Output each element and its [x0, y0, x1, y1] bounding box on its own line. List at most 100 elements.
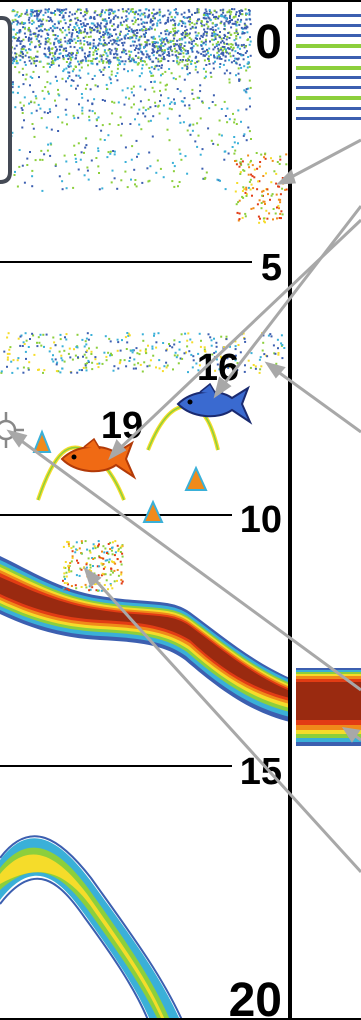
- sonar-pixel: [191, 40, 194, 43]
- sonar-pixel: [234, 340, 237, 343]
- sonar-pixel: [69, 65, 72, 68]
- sonar-pixel: [228, 59, 231, 62]
- sonar-pixel: [86, 166, 89, 169]
- sonar-pixel: [220, 52, 223, 55]
- sonar-pixel: [21, 345, 24, 347]
- sonar-pixel: [0, 371, 3, 374]
- sonar-pixel: [144, 35, 146, 38]
- sonar-pixel: [174, 78, 177, 81]
- sonar-pixel: [73, 46, 76, 49]
- sonar-pixel: [129, 349, 132, 352]
- fish-icon[interactable]: [176, 382, 253, 425]
- sonar-pixel: [66, 123, 68, 126]
- sonar-pixel: [258, 165, 261, 168]
- sonar-pixel: [38, 29, 41, 32]
- sonar-pixel: [240, 66, 243, 69]
- sonar-pixel: [59, 29, 62, 32]
- sonar-pixel: [29, 151, 31, 153]
- sonar-pixel: [29, 75, 32, 78]
- sonar-pixel: [65, 575, 68, 578]
- sonar-pixel: [229, 13, 232, 16]
- sonar-pixel: [198, 96, 201, 99]
- sonar-pixel: [115, 42, 118, 45]
- sonar-pixel: [125, 19, 128, 22]
- sonar-pixel: [116, 569, 119, 571]
- sonar-pixel: [150, 66, 153, 69]
- sonar-pixel: [218, 133, 221, 136]
- sonar-pixel: [84, 13, 87, 16]
- sonar-pixel: [210, 11, 213, 14]
- sonar-pixel: [172, 30, 175, 33]
- sonar-pixel: [242, 58, 245, 61]
- sonar-pixel: [89, 563, 92, 566]
- sonar-pixel: [126, 27, 129, 30]
- sonar-pixel: [64, 578, 66, 580]
- sonar-pixel: [59, 38, 62, 41]
- sonar-pixel: [135, 139, 138, 142]
- sonar-pixel: [234, 57, 237, 60]
- sonar-pixel: [198, 364, 201, 367]
- sonar-pixel: [140, 22, 143, 25]
- sonar-pixel: [242, 169, 245, 172]
- sonar-pixel: [84, 87, 87, 90]
- sonar-pixel: [114, 540, 117, 543]
- sonar-pixel: [18, 36, 21, 39]
- sonar-pixel: [205, 14, 208, 16]
- sonar-pixel: [146, 21, 148, 24]
- fish-icon[interactable]: [60, 437, 137, 480]
- sonar-pixel: [188, 350, 191, 353]
- sonar-pixel: [176, 354, 179, 357]
- sonar-pixel: [243, 370, 246, 373]
- sonar-pixel: [230, 363, 233, 366]
- sonar-pixel: [135, 61, 138, 64]
- sonar-pixel: [202, 32, 205, 35]
- sonar-pixel: [147, 98, 150, 101]
- sonar-pixel: [40, 23, 43, 26]
- sonar-pixel: [172, 34, 175, 37]
- sonar-pixel: [159, 47, 162, 50]
- sonar-pixel: [173, 37, 176, 40]
- sonar-pixel: [12, 59, 15, 61]
- weed-clutter: [62, 540, 124, 592]
- sonar-pixel: [97, 147, 100, 150]
- sonar-pixel: [173, 98, 175, 101]
- sonar-pixel: [101, 550, 103, 553]
- sonar-pixel: [197, 51, 200, 54]
- sonar-pixel: [236, 362, 239, 365]
- sonar-pixel: [99, 39, 102, 42]
- sonar-pixel: [251, 164, 254, 167]
- sonar-pixel: [91, 103, 94, 106]
- sonar-pixel: [84, 340, 87, 343]
- sonar-pixel: [246, 31, 249, 34]
- sonar-pixel: [140, 60, 143, 63]
- sonar-pixel: [275, 182, 278, 185]
- sonar-pixel: [81, 96, 84, 99]
- sonar-pixel: [192, 45, 195, 48]
- sonar-pixel: [29, 43, 31, 46]
- sonar-pixel: [175, 31, 178, 34]
- sonar-pixel: [14, 170, 16, 173]
- sonar-pixel: [97, 48, 100, 51]
- sonar-pixel: [74, 17, 77, 20]
- sonar-pixel: [53, 26, 56, 29]
- sonar-pixel: [137, 56, 140, 59]
- sonar-pixel: [162, 342, 165, 344]
- sonar-pixel: [76, 24, 79, 27]
- sonar-pixel: [55, 370, 58, 373]
- sonar-pixel: [86, 99, 89, 102]
- sonar-pixel: [206, 12, 209, 15]
- sonar-pixel: [54, 34, 57, 37]
- sonar-pixel: [129, 60, 132, 63]
- sonar-pixel: [59, 371, 62, 374]
- sonar-pixel: [235, 24, 238, 27]
- sonar-pixel: [78, 63, 81, 66]
- crosshair-icon[interactable]: [0, 412, 24, 448]
- sonar-pixel: [105, 9, 108, 12]
- sonar-pixel: [93, 24, 96, 27]
- sonar-pixel: [109, 78, 112, 81]
- sonar-pixel: [36, 341, 38, 344]
- sonar-pixel: [42, 333, 45, 336]
- sonar-pixel: [224, 59, 227, 62]
- sonar-pixel: [108, 12, 111, 14]
- sonar-pixel: [158, 35, 161, 38]
